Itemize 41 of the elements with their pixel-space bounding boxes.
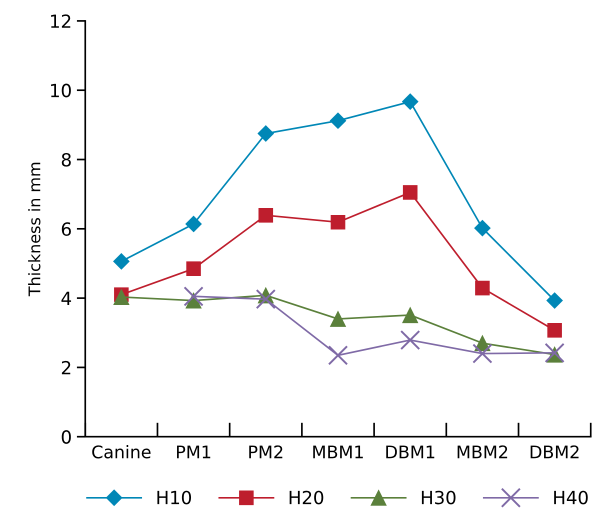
point (474, 220, 491, 236)
point (546, 292, 563, 309)
point (472, 344, 492, 364)
point (330, 214, 346, 230)
point (544, 342, 565, 363)
point (113, 253, 130, 270)
y-tick-label: 0 (62, 430, 71, 444)
point (328, 345, 348, 366)
point (402, 185, 418, 200)
legend-label: H10 (157, 490, 192, 504)
point (330, 310, 346, 327)
point (186, 261, 201, 276)
point (256, 289, 276, 310)
point (547, 323, 562, 338)
point (185, 216, 202, 232)
y-tick-label: 12 (51, 14, 70, 28)
legend-label: H30 (422, 490, 456, 504)
x-tick-label: MBM2 (458, 445, 508, 458)
point (258, 208, 274, 223)
point (330, 112, 346, 129)
x-tick-label: DBM2 (530, 445, 579, 458)
x-tick-label: Canine (92, 445, 151, 458)
y-tick-label: 6 (62, 222, 71, 236)
point (402, 93, 418, 110)
legend-label: H20 (290, 490, 324, 504)
x-tick-label: PM1 (177, 446, 210, 458)
legend-label: H40 (554, 490, 588, 504)
y-tick-label: 2 (62, 360, 70, 374)
x-tick-label: PM2 (249, 445, 282, 458)
y-tick-label: 4 (61, 292, 72, 305)
point (184, 286, 204, 306)
y-tick-label: 8 (62, 152, 71, 167)
point (475, 280, 490, 296)
x-tick-label: MBM1 (313, 446, 363, 458)
y-tick-label: 10 (51, 84, 71, 98)
point (258, 125, 274, 142)
point (402, 307, 418, 324)
y-axis-title: Thickness in mm (28, 162, 40, 296)
x-tick-label: DBM1 (386, 446, 434, 458)
point (113, 289, 130, 306)
point (400, 330, 420, 350)
